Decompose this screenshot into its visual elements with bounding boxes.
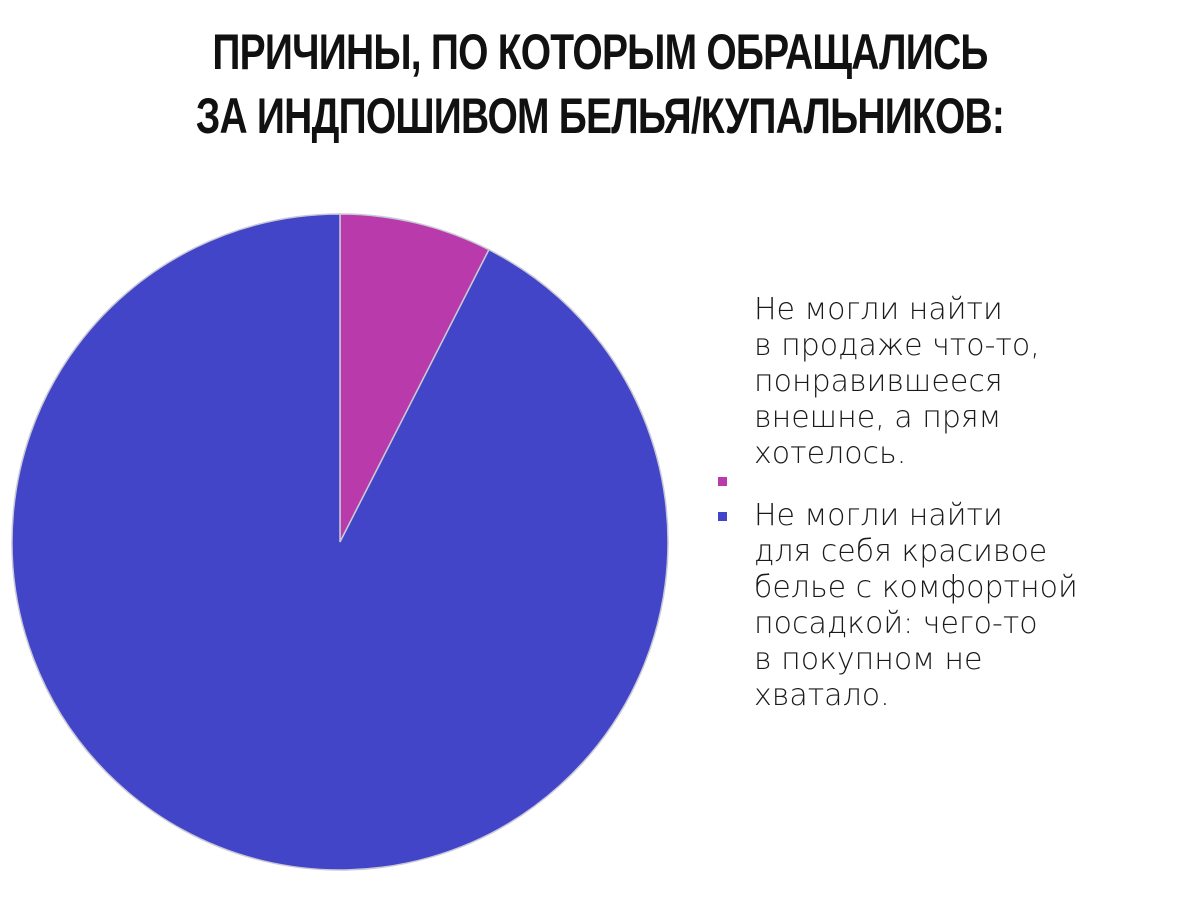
legend-swatch-1: [718, 512, 727, 521]
chart-title: ПРИЧИНЫ, ПО КОТОРЫМ ОБРАЩАЛИСЬ ЗА ИНДПОШ…: [132, 20, 1068, 148]
chart-title-line-1: ПРИЧИНЫ, ПО КОТОРЫМ ОБРАЩАЛИСЬ: [212, 24, 988, 80]
legend-item-1: Не могли найти для себя красивое белье с…: [712, 498, 1192, 714]
legend: Не могли найти в продаже что-то, понрави…: [712, 292, 1192, 714]
pie-slice-0: [339, 213, 490, 543]
pie-chart: [11, 213, 669, 871]
legend-label-1: Не могли найти для себя красивое белье с…: [754, 498, 1078, 713]
pie-slice-1: [11, 213, 669, 871]
legend-swatch-0: [718, 477, 727, 486]
legend-label-0: Не могли найти в продаже что-то, понрави…: [754, 292, 1040, 471]
chart-title-line-2: ЗА ИНДПОШИВОМ БЕЛЬЯ/КУПАЛЬНИКОВ:: [195, 88, 1005, 144]
legend-item-0: Не могли найти в продаже что-то, понрави…: [712, 292, 1192, 486]
